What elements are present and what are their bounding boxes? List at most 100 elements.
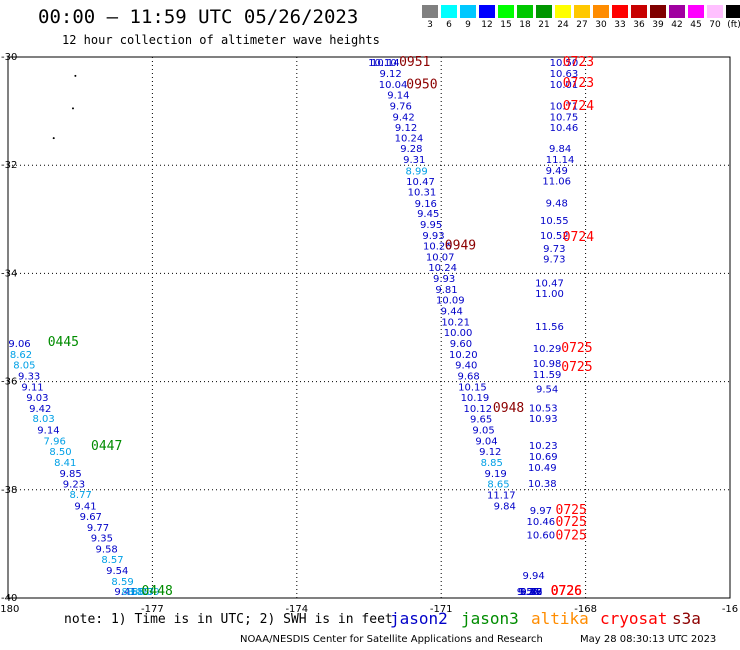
wave-height-point: 8.39	[137, 587, 159, 598]
wave-height-point: 9.12	[395, 123, 417, 134]
wave-height-point: 9.25	[518, 587, 540, 598]
x-tick-label: -174	[285, 604, 308, 615]
satellite-legend-item: jason2	[390, 609, 448, 628]
pass-time-label: 0724	[563, 99, 594, 114]
x-tick-label: -180	[0, 604, 19, 615]
wave-height-point: 10.00	[444, 328, 473, 339]
wave-height-point: 9.12	[380, 69, 402, 80]
wave-height-point: 10.63	[550, 69, 579, 80]
color-swatch	[688, 5, 704, 18]
wave-height-point: 9.58	[96, 545, 118, 556]
wave-height-point: 9.41	[74, 501, 96, 512]
wave-height-point: 10.46	[550, 123, 579, 134]
wave-height-point: 9.45	[417, 209, 439, 220]
wave-height-point: 10.46	[527, 517, 556, 528]
wave-height-point: 9.05	[472, 426, 494, 437]
color-scale-label: 12	[481, 20, 493, 30]
color-swatch	[612, 5, 628, 18]
wave-height-point: 10.55	[540, 216, 569, 227]
color-scale-label: 9	[465, 20, 471, 30]
color-scale-label: 42	[671, 20, 683, 30]
color-swatch	[707, 5, 723, 18]
wave-height-point: 9.77	[87, 523, 109, 534]
pass-time-label: 0725	[556, 515, 587, 530]
pass-time-label: 0950	[406, 77, 437, 92]
footer-timestamp: May 28 08:30:13 UTC 2023	[580, 634, 717, 645]
wave-height-point: 9.84	[549, 144, 571, 155]
color-scale-label: 27	[576, 20, 588, 30]
pass-time-label: 0725	[561, 341, 592, 356]
wave-height-point: 10.93	[529, 414, 558, 425]
color-scale-label: 24	[557, 20, 569, 30]
wave-height-point: 9.03	[26, 393, 48, 404]
color-scale-label: 6	[446, 20, 452, 30]
wave-height-point: 9.84	[494, 501, 516, 512]
wave-height-point: 10.75	[550, 112, 579, 123]
wave-height-point: 10.24	[395, 133, 424, 144]
wave-height-point: 9.04	[475, 436, 497, 447]
wave-height-point: 10.21	[441, 317, 470, 328]
pass-time-label: 0725	[556, 503, 587, 518]
wave-height-point: 9.68	[458, 371, 480, 382]
wave-height-point: 8.13	[127, 587, 149, 598]
x-tick-label: -16	[722, 604, 738, 615]
wave-height-point: 11.56	[535, 322, 564, 333]
wave-height-point: 9.48	[546, 198, 568, 209]
wave-height-point: 9.54	[106, 566, 128, 577]
wave-height-point: 9.42	[29, 404, 51, 415]
pass-time-label: 0725	[556, 529, 587, 544]
color-swatch	[593, 5, 609, 18]
color-swatch	[574, 5, 590, 18]
wave-height-point: 8.62	[10, 350, 32, 361]
satellite-legend-item: altika	[531, 609, 589, 628]
y-tick-label: -34	[1, 268, 17, 279]
wave-height-point: 8.41	[54, 458, 76, 469]
wave-height-point: 9.11	[21, 382, 43, 393]
color-scale-label: 18	[519, 20, 531, 30]
color-scale-label: 30	[595, 20, 607, 30]
wave-height-point: 9.94	[522, 571, 544, 582]
wave-height-point: 9.60	[450, 339, 472, 350]
satellite-legend-item: cryosat	[600, 609, 668, 628]
x-tick-label: -168	[574, 604, 597, 615]
wave-height-point: 9.93	[520, 587, 542, 598]
color-scale-label: 15	[500, 20, 512, 30]
wave-height-point: 10.47	[535, 278, 564, 289]
x-tick-label: -177	[141, 604, 164, 615]
wave-height-point: 10.29	[533, 344, 562, 355]
wave-height-point: 9.97	[530, 506, 552, 517]
wave-height-point: 10.09	[436, 296, 465, 307]
wave-height-point: 9.28	[400, 144, 422, 155]
footer-credit: NOAA/NESDIS Center for Satellite Applica…	[240, 634, 543, 645]
color-swatch	[555, 5, 571, 18]
wave-height-point: 9.48	[520, 587, 542, 598]
color-swatch	[517, 5, 533, 18]
coast-dot	[71, 107, 74, 110]
wave-height-point: 9.44	[441, 307, 463, 318]
wave-height-point: 9.54	[536, 384, 558, 395]
wave-height-point: 10.60	[527, 530, 556, 541]
wave-height-point: 10.01	[550, 80, 579, 91]
color-swatch	[460, 5, 476, 18]
wave-height-point: 8.85	[481, 458, 503, 469]
wave-height-point: 9.85	[59, 469, 81, 480]
pass-time-label: 0724	[563, 230, 594, 245]
wave-height-point: 10.24	[428, 263, 457, 274]
wave-height-point: 10.50	[550, 58, 579, 69]
wave-height-point: 10.07	[426, 252, 455, 263]
wave-height-point: 10.23	[529, 441, 558, 452]
wave-height-point: 9.35	[91, 534, 113, 545]
wave-height-point: 9.31	[403, 155, 425, 166]
units-note: note: 1) Time is in UTC; 2) SWH is in fe…	[64, 612, 393, 627]
pass-time-label: 0726	[551, 584, 582, 599]
plot-frame	[7, 56, 731, 599]
wave-height-point: 9.12	[479, 447, 501, 458]
wave-height-point: 9.93	[422, 231, 444, 242]
wave-height-point: 9.67	[80, 512, 102, 523]
pass-time-label: 0951	[399, 55, 430, 70]
color-scale-label: 45	[690, 20, 702, 30]
wave-height-point: 8.99	[406, 166, 428, 177]
wave-height-point: 10.19	[461, 393, 490, 404]
wave-height-point: 10.71	[550, 101, 579, 112]
color-swatch	[441, 5, 457, 18]
